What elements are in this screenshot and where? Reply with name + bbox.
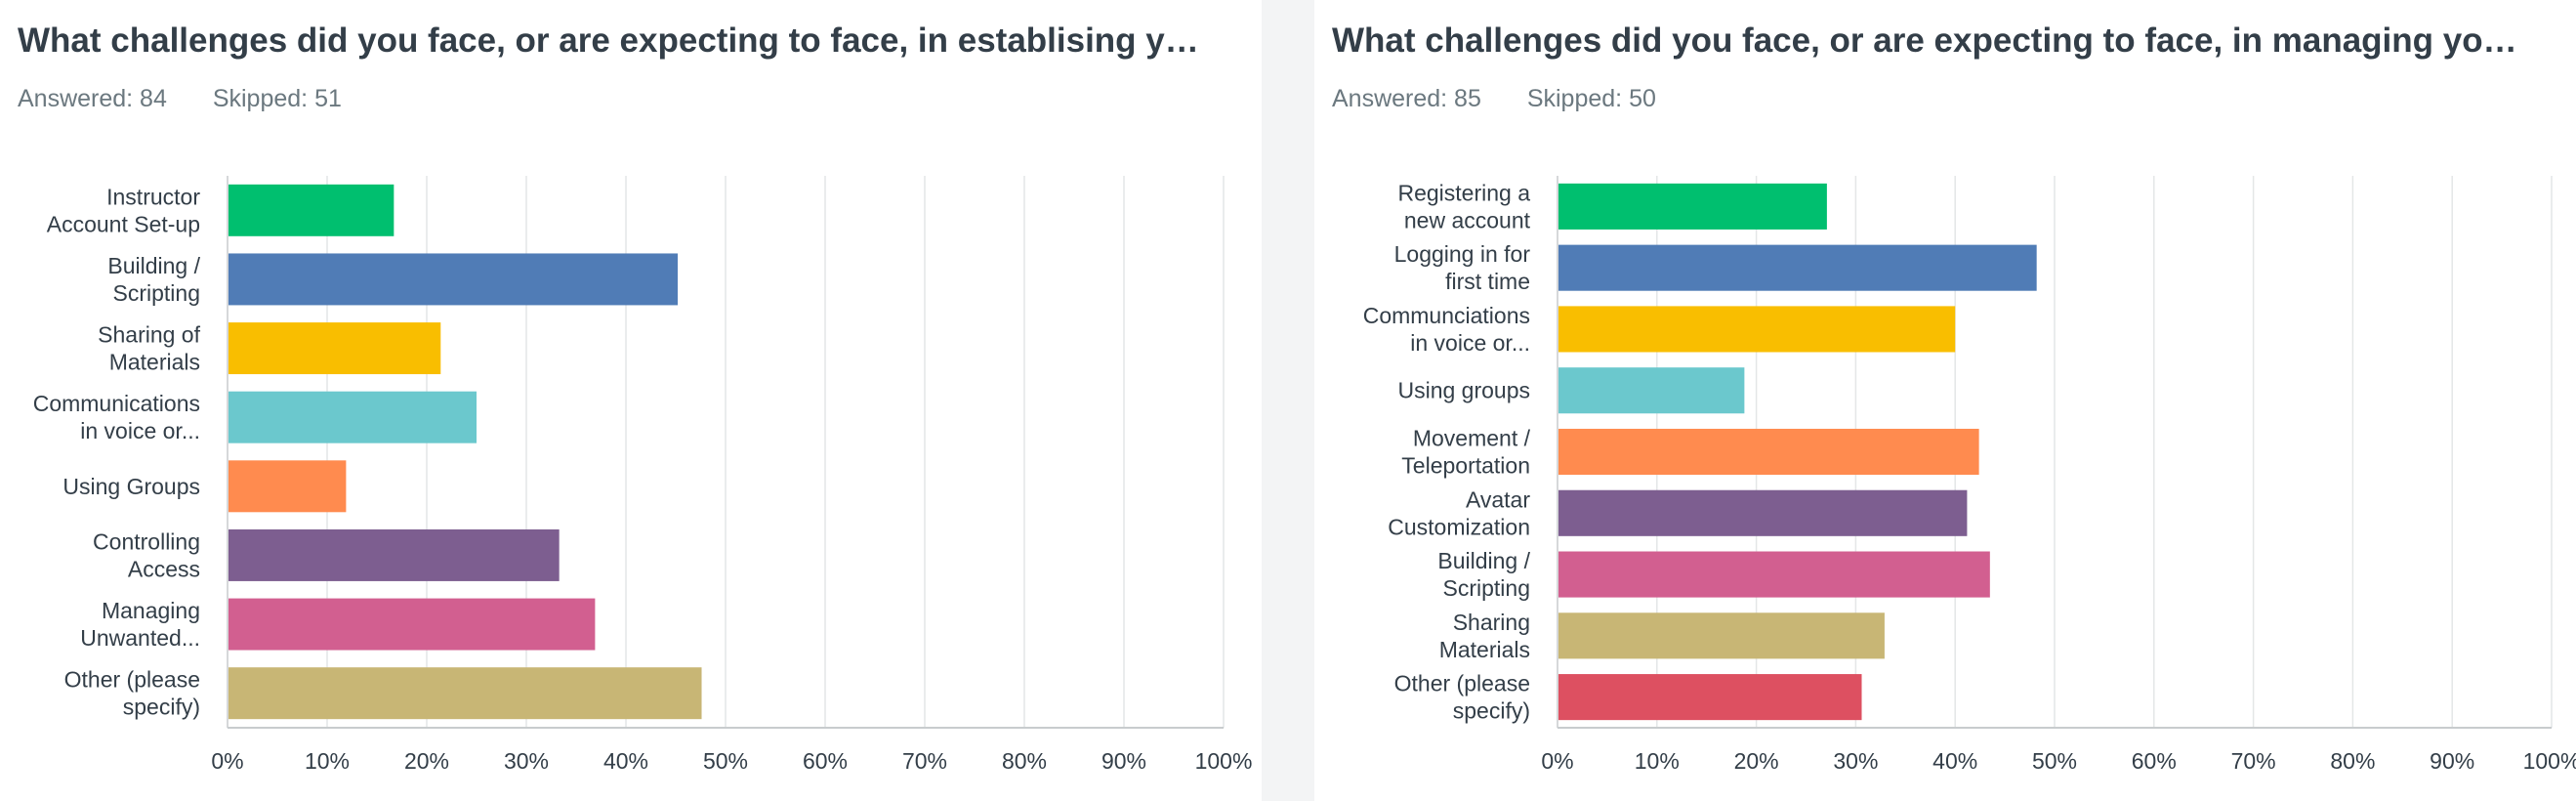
category-label: Instructor Account Set-up	[47, 184, 201, 236]
question-panel-establishing: What challenges did you face, or are exp…	[0, 0, 1262, 801]
bar[interactable]	[229, 598, 596, 651]
x-tick-label: 30%	[1833, 748, 1878, 774]
x-tick-label: 100%	[2523, 748, 2576, 774]
answered-count: Answered: 85	[1332, 85, 1481, 112]
bar[interactable]	[1558, 183, 1827, 230]
category-label: Communciations in voice or...	[1363, 303, 1530, 356]
category-label: Building / Scripting	[1437, 548, 1530, 601]
x-tick-label: 80%	[2330, 748, 2375, 774]
bar[interactable]	[1558, 367, 1745, 414]
response-stats: Answered: 85 Skipped: 50	[1332, 82, 1695, 115]
category-label: Sharing Materials	[1439, 610, 1530, 662]
skipped-count: Skipped: 50	[1526, 85, 1656, 112]
x-tick-label: 0%	[1541, 748, 1573, 774]
bar[interactable]	[1558, 551, 1990, 598]
category-label: Movement / Teleportation	[1401, 426, 1530, 479]
bar[interactable]	[1558, 428, 1979, 476]
question-title: What challenges did you face, or are exp…	[1332, 21, 2517, 60]
bar[interactable]	[229, 667, 702, 720]
x-tick-label: 50%	[703, 748, 748, 774]
bar-chart: 0% 10% 20% 30% 40% 50% 60% 70% 80% 90% 100% Registe…	[1363, 176, 2576, 774]
category-label: Using groups	[1397, 378, 1530, 403]
category-label: Registering a new account	[1397, 180, 1530, 232]
bar[interactable]	[1558, 674, 1862, 721]
bar[interactable]	[1558, 612, 1885, 659]
category-label: Other (please specify)	[1394, 671, 1530, 724]
category-label: Other (please specify)	[64, 667, 200, 720]
skipped-count: Skipped: 51	[212, 85, 342, 112]
x-tick-label: 10%	[1635, 748, 1680, 774]
question-title: What challenges did you face, or are exp…	[18, 21, 1199, 60]
x-tick-label: 70%	[2231, 748, 2276, 774]
x-tick-label: 0%	[211, 748, 243, 774]
category-label: Building / Scripting	[107, 253, 200, 306]
x-tick-label: 100%	[1195, 748, 1253, 774]
response-stats: Answered: 84 Skipped: 51	[18, 82, 381, 115]
x-tick-label: 30%	[504, 748, 549, 774]
bar[interactable]	[229, 253, 679, 306]
category-label: Controlling Access	[93, 528, 200, 581]
x-tick-label: 10%	[305, 748, 350, 774]
category-label: Logging in for first time	[1394, 241, 1531, 294]
category-label: Communications in voice or...	[33, 391, 200, 443]
bar[interactable]	[229, 322, 441, 375]
x-tick-label: 50%	[2032, 748, 2077, 774]
x-tick-label: 90%	[1101, 748, 1146, 774]
x-tick-label: 90%	[2430, 748, 2474, 774]
bar-chart: 0% 10% 20% 30% 40% 50% 60% 70% 80% 90% 100% Instruc…	[33, 176, 1253, 774]
question-panel-managing: What challenges did you face, or are exp…	[1314, 0, 2576, 801]
x-tick-label: 60%	[2132, 748, 2177, 774]
x-tick-label: 60%	[803, 748, 848, 774]
bar[interactable]	[1558, 489, 1968, 536]
bar[interactable]	[229, 528, 560, 581]
x-tick-label: 40%	[1932, 748, 1977, 774]
x-tick-label: 70%	[902, 748, 947, 774]
category-label: Using Groups	[62, 474, 200, 499]
x-tick-label: 80%	[1002, 748, 1047, 774]
bar[interactable]	[1558, 306, 1956, 353]
answered-count: Answered: 84	[18, 85, 167, 112]
bar[interactable]	[229, 391, 477, 443]
x-tick-label: 20%	[404, 748, 449, 774]
panel-divider	[1262, 0, 1314, 801]
category-label: Managing Unwanted...	[80, 598, 200, 651]
x-tick-label: 40%	[603, 748, 648, 774]
x-tick-label: 20%	[1734, 748, 1779, 774]
bar[interactable]	[1558, 244, 2037, 291]
category-label: Avatar Customization	[1388, 486, 1530, 539]
bar[interactable]	[229, 184, 395, 236]
category-label: Sharing of Materials	[98, 322, 200, 375]
bar[interactable]	[229, 460, 347, 513]
